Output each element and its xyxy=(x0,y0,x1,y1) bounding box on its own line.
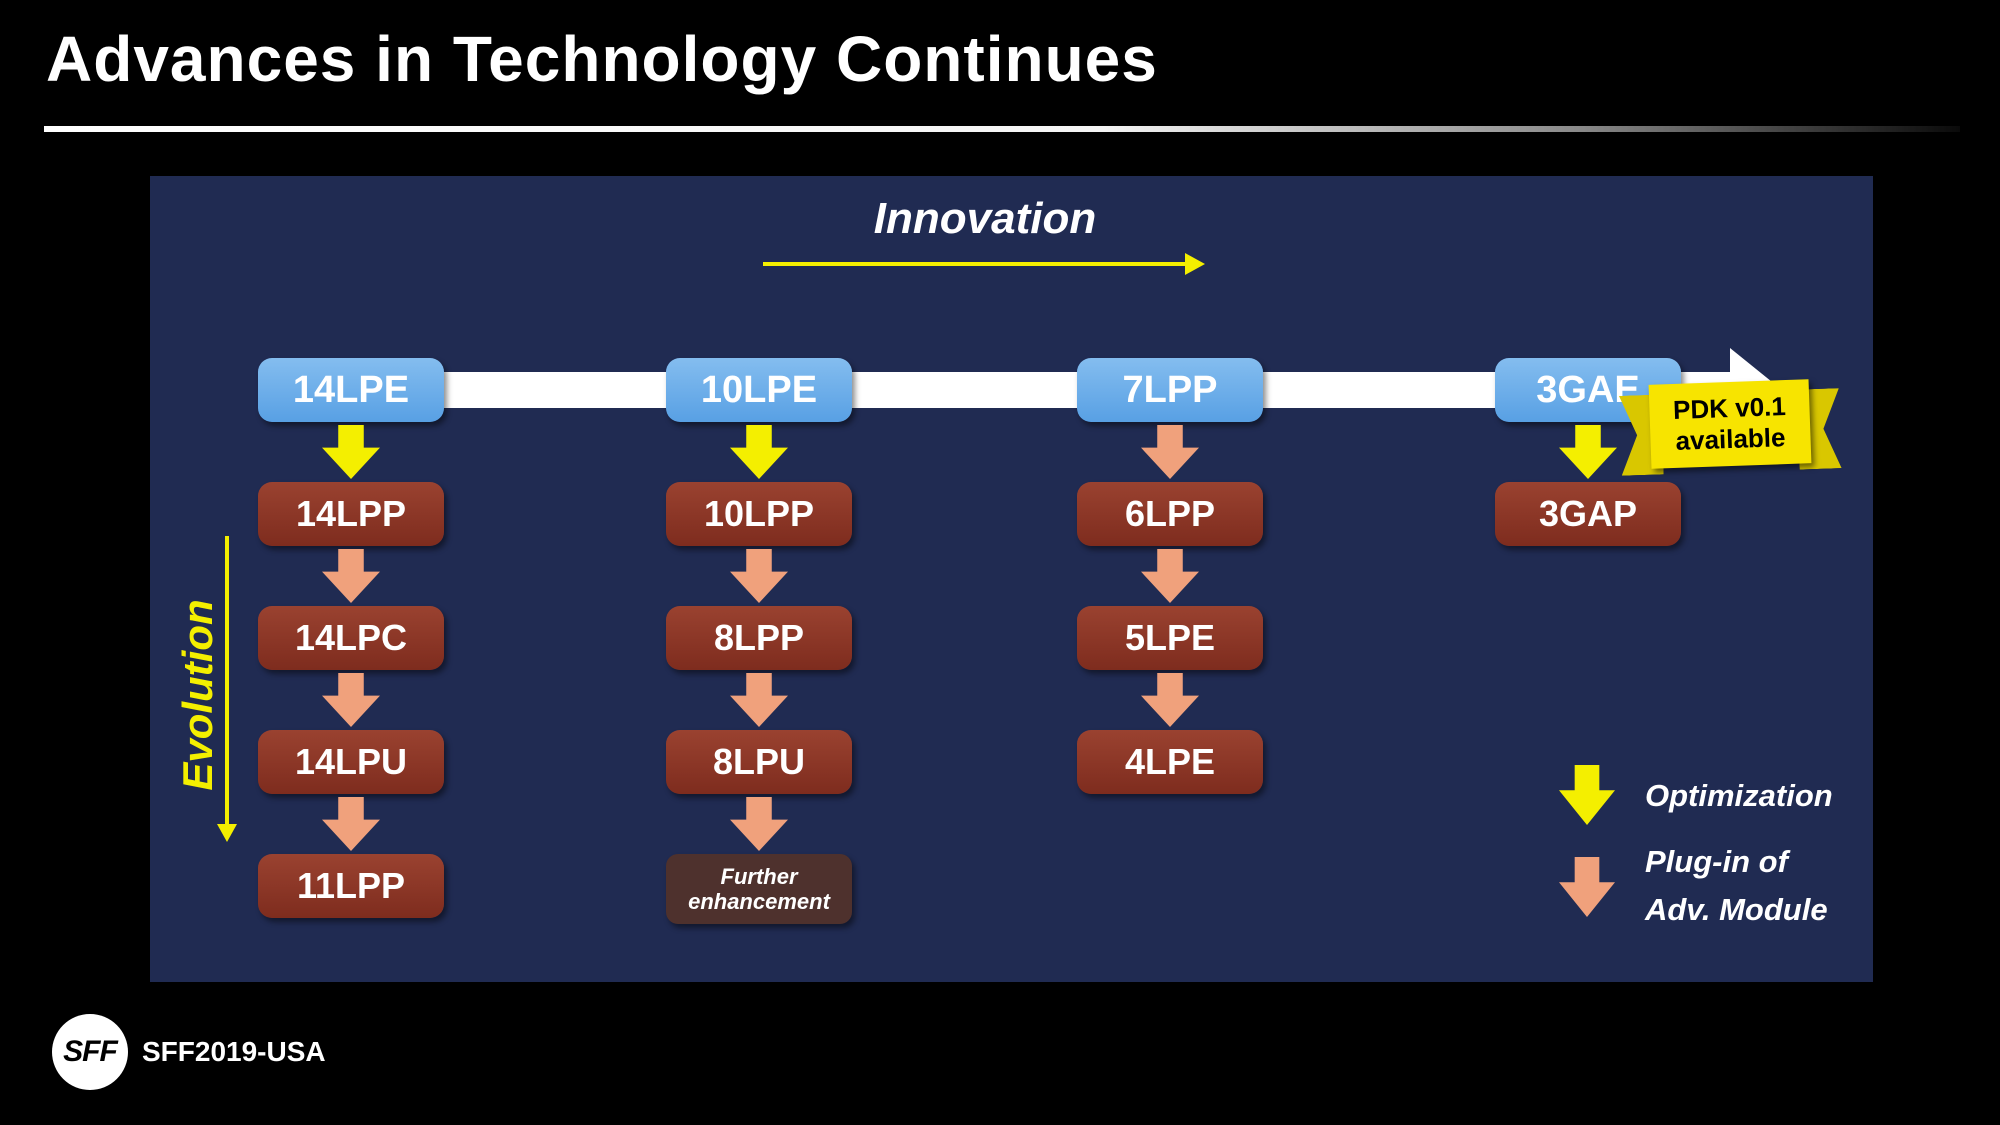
node-box: 11LPP xyxy=(258,854,444,918)
node-column-14nm: 14LPE 14LPP 14LPC 14LPU 11LPP xyxy=(236,358,466,918)
roadmap-panel: Innovation Evolution 14LPE 14LPP 14LPC 1… xyxy=(150,176,1873,982)
down-arrow-salmon-icon xyxy=(1141,549,1199,603)
down-arrow-yellow-icon xyxy=(1559,425,1617,479)
node-box: 6LPP xyxy=(1077,482,1263,546)
node-column-10nm: 10LPE 10LPP 8LPP 8LPU Further enhancemen… xyxy=(644,358,874,924)
node-column-7nm: 7LPP 6LPP 5LPE 4LPE xyxy=(1055,358,1285,794)
evolution-arrow-line xyxy=(225,536,229,824)
sff-logo: SFF xyxy=(52,1014,128,1090)
node-box: 14LPP xyxy=(258,482,444,546)
node-box: 4LPE xyxy=(1077,730,1263,794)
down-arrow-yellow-icon xyxy=(730,425,788,479)
down-arrow-salmon-icon xyxy=(1141,673,1199,727)
legend-optimization-label: Optimization xyxy=(1645,778,1833,813)
pdk-availability-ribbon: PDK v0.1 available xyxy=(1649,379,1812,469)
node-head-box: 10LPE xyxy=(666,358,852,422)
node-box: 14LPU xyxy=(258,730,444,794)
footer-event-label: SFF2019-USA xyxy=(142,1036,326,1067)
node-box: 8LPP xyxy=(666,606,852,670)
pdk-badge-line2: available xyxy=(1675,422,1786,456)
innovation-arrow-line xyxy=(763,262,1185,266)
title-underline xyxy=(44,126,1960,132)
evolution-arrow-icon xyxy=(217,824,237,842)
node-box: 8LPU xyxy=(666,730,852,794)
legend-optimization-arrow-icon xyxy=(1559,765,1615,825)
down-arrow-salmon-icon xyxy=(322,549,380,603)
pdk-badge-line1: PDK v0.1 xyxy=(1672,390,1787,425)
node-box: 5LPE xyxy=(1077,606,1263,670)
legend-plugin-label-line2: Adv. Module xyxy=(1645,892,1828,927)
innovation-arrow-icon xyxy=(1185,253,1205,275)
node-head-box: 14LPE xyxy=(258,358,444,422)
pdk-badge-text: PDK v0.1 available xyxy=(1648,379,1812,469)
node-box: 10LPP xyxy=(666,482,852,546)
down-arrow-salmon-icon xyxy=(1141,425,1199,479)
innovation-axis-label: Innovation xyxy=(873,194,1097,243)
further-enhancement-note: Further enhancement xyxy=(666,854,852,924)
down-arrow-salmon-icon xyxy=(730,797,788,851)
down-arrow-salmon-icon xyxy=(322,797,380,851)
legend-plugin-label-line1: Plug-in of xyxy=(1645,844,1788,879)
node-box: 3GAP xyxy=(1495,482,1681,546)
down-arrow-salmon-icon xyxy=(730,549,788,603)
slide-title: Advances in Technology Continues xyxy=(46,23,1158,95)
down-arrow-yellow-icon xyxy=(322,425,380,479)
evolution-axis-label: Evolution xyxy=(174,599,221,791)
legend-plugin-arrow-icon xyxy=(1559,857,1615,917)
node-box: 14LPC xyxy=(258,606,444,670)
down-arrow-salmon-icon xyxy=(322,673,380,727)
node-head-box: 7LPP xyxy=(1077,358,1263,422)
down-arrow-salmon-icon xyxy=(730,673,788,727)
